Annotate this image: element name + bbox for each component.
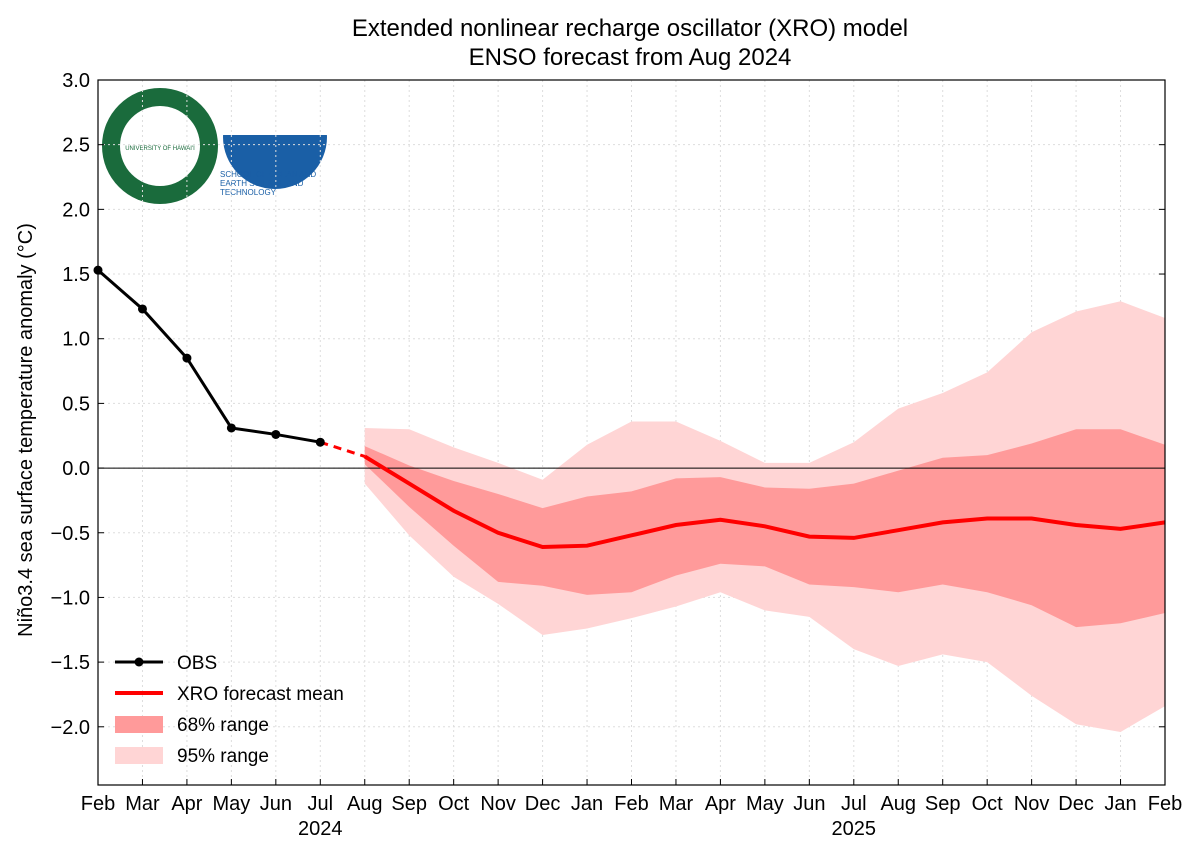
legend-label: 68% range <box>177 715 269 736</box>
legend-label: OBS <box>177 653 217 674</box>
y-tick-label: 3.0 <box>62 70 90 92</box>
x-tick-label: Mar <box>659 793 694 815</box>
obs-marker <box>226 423 236 433</box>
logos: UNIVERSITY OF HAWAI'I SCHOOL OF OCEAN AN… <box>102 85 328 204</box>
x-tick-label: Feb <box>1148 793 1182 815</box>
y-tick-label: −1.0 <box>51 587 90 609</box>
x-tick-label: Sep <box>391 793 427 815</box>
x-tick-label: Apr <box>171 793 202 815</box>
x-tick-label: May <box>212 793 250 815</box>
x-tick-label: Dec <box>525 793 561 815</box>
plot-frame <box>97 79 1166 786</box>
obs-marker <box>271 429 281 439</box>
legend-label: XRO forecast mean <box>177 684 344 705</box>
x-tick-label: Feb <box>81 793 115 815</box>
school-logo-text-box: SCHOOL OF OCEAN AND EARTH SCIENCE AND TE… <box>220 170 317 197</box>
series-line <box>97 269 321 444</box>
y-tick-label: −1.5 <box>51 652 90 674</box>
y-tick-label: 2.0 <box>62 199 90 221</box>
y-tick-label: 2.5 <box>62 135 90 157</box>
year-label: 2025 <box>832 818 877 840</box>
x-tick-label: Jan <box>571 793 603 815</box>
university-logo-inner <box>120 106 200 186</box>
x-tick-label: Nov <box>480 793 516 815</box>
university-logo-text: UNIVERSITY OF HAWAI'I <box>125 146 195 152</box>
y-tick-label: −0.5 <box>51 523 90 545</box>
x-tick-label: Sep <box>925 793 961 815</box>
chart-title: Extended nonlinear recharge oscillator (… <box>352 15 908 42</box>
chart-subtitle: ENSO forecast from Aug 2024 <box>469 44 792 71</box>
legend-swatch <box>115 716 163 733</box>
x-tick-label: Aug <box>347 793 383 815</box>
connector <box>319 440 366 458</box>
x-tick-label: Oct <box>972 793 1004 815</box>
y-tick-label: 1.5 <box>62 264 90 286</box>
x-tick-label: Jul <box>841 793 867 815</box>
x-tick-label: Jun <box>260 793 292 815</box>
x-tick-label: Nov <box>1014 793 1050 815</box>
y-axis-label: Niño3.4 sea surface temperature anomaly … <box>15 223 37 637</box>
x-tick-label: Jul <box>308 793 334 815</box>
legend-swatch <box>115 747 163 764</box>
obs-marker <box>315 437 325 447</box>
y-tick-label: 0.0 <box>62 458 90 480</box>
legend-label: 95% range <box>177 746 269 767</box>
obs-marker <box>182 353 192 363</box>
x-tick-label: Jan <box>1104 793 1136 815</box>
series-line <box>363 454 1166 549</box>
x-tick-label: Feb <box>614 793 648 815</box>
y-tick-label: 0.5 <box>62 393 90 415</box>
x-tick-label: Apr <box>705 793 736 815</box>
y-tick-label: −2.0 <box>51 717 90 739</box>
x-tick-label: Mar <box>125 793 160 815</box>
y-tick-label: 1.0 <box>62 329 90 351</box>
x-tick-label: Oct <box>438 793 470 815</box>
year-label: 2024 <box>298 818 343 840</box>
school-logo-top <box>222 85 328 135</box>
school-logo-text: SCHOOL OF OCEAN AND EARTH SCIENCE AND TE… <box>220 170 317 197</box>
legend-marker <box>134 657 144 667</box>
x-tick-label: May <box>746 793 784 815</box>
obs-marker <box>137 304 147 314</box>
x-tick-label: Jun <box>793 793 825 815</box>
x-tick-label: Dec <box>1058 793 1094 815</box>
x-tick-label: Aug <box>880 793 916 815</box>
